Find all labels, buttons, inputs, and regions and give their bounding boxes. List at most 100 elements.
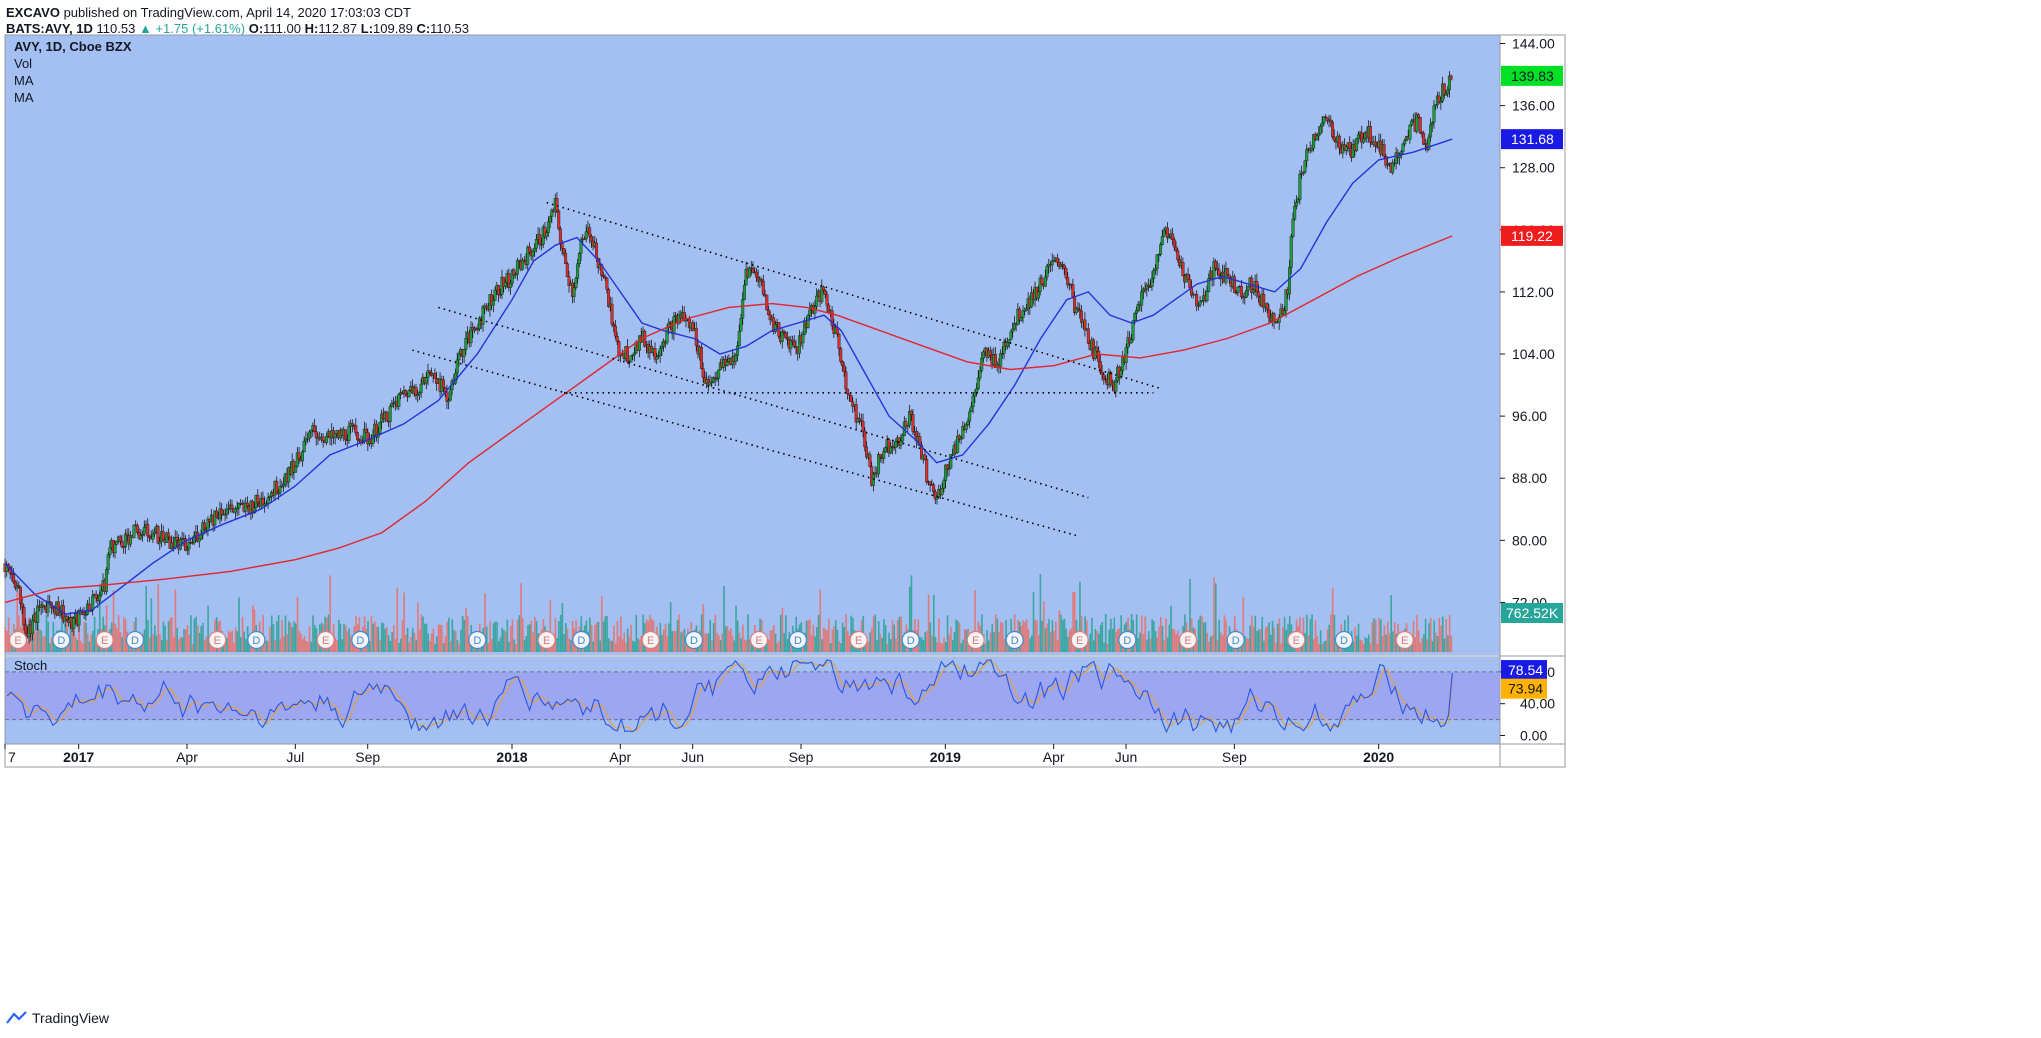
event-marker-label: E xyxy=(14,635,21,647)
volume-bar xyxy=(1058,610,1061,652)
volume-bar xyxy=(1440,625,1442,652)
volume-bar xyxy=(1079,581,1081,652)
volume-bar xyxy=(1141,615,1143,652)
candle-body xyxy=(768,314,772,321)
volume-bar xyxy=(712,622,715,652)
candle-body xyxy=(899,440,903,446)
volume-bar xyxy=(81,643,84,652)
volume-bar xyxy=(563,634,565,652)
volume-bar xyxy=(534,616,536,652)
candle-body xyxy=(197,538,201,542)
dividend-event-marker xyxy=(1334,630,1354,650)
volume-bar xyxy=(276,621,278,652)
volume-bar xyxy=(1175,634,1178,652)
high-label: H: xyxy=(304,21,319,36)
candle-body xyxy=(1006,342,1010,347)
candle-body xyxy=(225,509,229,515)
volume-bar xyxy=(1361,640,1363,652)
event-marker-label: E xyxy=(214,635,221,647)
volume-bar xyxy=(499,637,502,652)
candle-body xyxy=(854,404,858,423)
volume-bar xyxy=(1108,629,1110,652)
candle-body xyxy=(1064,268,1068,278)
volume-bar xyxy=(148,637,151,652)
volume-bar xyxy=(420,614,423,652)
candle-body xyxy=(766,309,770,316)
tradingview-footer[interactable]: TradingView xyxy=(6,1010,109,1026)
candle-body xyxy=(407,390,411,397)
candle-body xyxy=(507,273,511,288)
volume-bar xyxy=(1383,625,1386,652)
volume-bar xyxy=(1089,633,1092,652)
volume-bar xyxy=(1227,638,1229,652)
volume-bar xyxy=(33,630,36,652)
volume-bar xyxy=(227,630,230,652)
candle-body xyxy=(632,352,636,356)
volume-bar xyxy=(783,633,785,652)
candle-body xyxy=(1143,288,1147,291)
price-tick-label: 112.00 xyxy=(1512,284,1554,300)
volume-bar xyxy=(561,603,564,652)
candle-body xyxy=(808,309,812,316)
candle-body xyxy=(98,594,102,602)
candle-body xyxy=(610,303,614,325)
volume-bar xyxy=(950,626,952,652)
volume-bar xyxy=(963,629,966,652)
price-label-text: 139.83 xyxy=(1511,68,1554,84)
volume-bar xyxy=(618,636,620,652)
candle-body xyxy=(844,371,848,390)
volume-bar xyxy=(444,636,447,652)
volume-bar xyxy=(1256,630,1258,652)
candle-body xyxy=(18,586,22,604)
volume-bar xyxy=(1257,629,1260,652)
volume-bar xyxy=(781,607,784,652)
candle-body xyxy=(741,299,745,319)
candle-body xyxy=(230,504,234,509)
volume-bar xyxy=(1214,583,1217,652)
candle-body xyxy=(968,411,972,422)
event-marker-label: D xyxy=(907,635,915,647)
volume-bar xyxy=(1429,618,1432,652)
volume-bar xyxy=(1278,618,1281,652)
volume-bar xyxy=(1177,630,1179,652)
volume-bar xyxy=(288,621,290,652)
dividend-event-marker xyxy=(468,630,487,650)
volume-bar xyxy=(154,625,156,652)
candle-body xyxy=(1098,361,1102,373)
volume-bar xyxy=(157,584,160,652)
author-name[interactable]: EXCAVO xyxy=(6,5,60,20)
candle-body xyxy=(1018,308,1022,321)
candle-body xyxy=(1416,114,1420,118)
volume-bar xyxy=(1242,597,1245,652)
candle-body xyxy=(589,236,593,242)
candle-body xyxy=(823,290,827,295)
volume-bar xyxy=(614,643,617,652)
volume-bar xyxy=(49,643,51,652)
volume-bar xyxy=(1333,614,1336,652)
time-tick-label: Apr xyxy=(1043,749,1065,765)
candle-body xyxy=(711,377,715,383)
last-price: 110.53 xyxy=(96,21,136,36)
volume-bar xyxy=(637,638,639,652)
candle-body xyxy=(1351,144,1355,158)
volume-bar xyxy=(1220,632,1222,652)
volume-bar xyxy=(642,614,644,652)
volume-bar xyxy=(1330,614,1332,652)
volume-bar xyxy=(1352,641,1355,652)
volume-bar xyxy=(632,640,634,652)
candle-body xyxy=(1415,114,1419,132)
candle-body xyxy=(546,221,550,233)
dividend-event-marker xyxy=(1118,630,1137,650)
dividend-event-marker xyxy=(1226,630,1245,650)
ma-fast-line xyxy=(4,138,1453,615)
volume-bar xyxy=(466,616,469,652)
candle-body xyxy=(509,282,513,288)
volume-bar xyxy=(989,632,992,652)
volume-bar xyxy=(987,640,990,652)
candle-body xyxy=(605,277,609,290)
candle-body xyxy=(1076,307,1080,310)
volume-bar xyxy=(348,628,350,652)
volume-bar xyxy=(957,620,959,652)
candle-body xyxy=(1181,262,1185,276)
